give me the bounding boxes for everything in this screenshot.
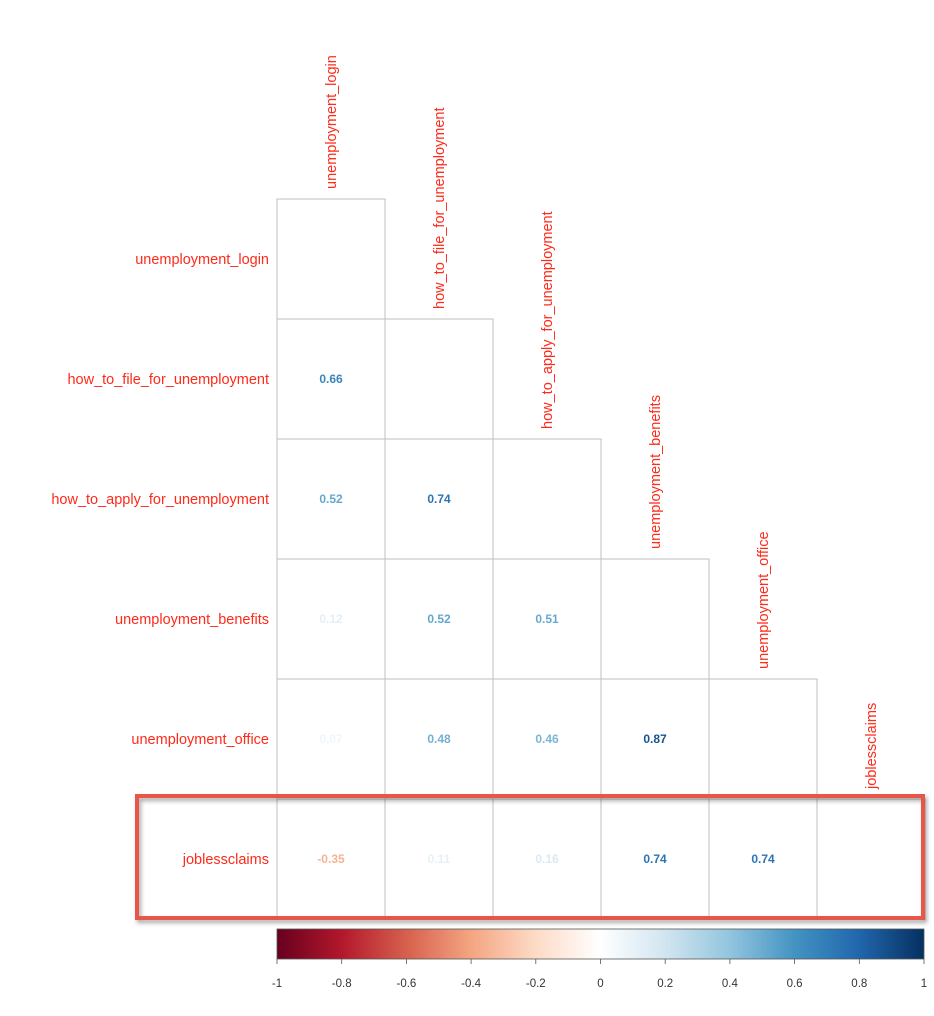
value-label: 0.74	[427, 492, 451, 506]
cell-unemployment-benefits-unemployment-benefits	[600, 558, 710, 680]
row-labels: unemployment_login how_to_file_for_unempl…	[51, 252, 269, 868]
color-bar-tick-label: 0.6	[787, 978, 803, 990]
matrix-grid	[276, 198, 926, 920]
value-label: 0.66	[319, 372, 343, 386]
cell-how-to-apply-for-unemployment-how-to-apply-for-unemployment	[492, 438, 602, 560]
highlight-box	[135, 794, 925, 920]
color-bar-tick-label: 0.2	[657, 978, 673, 990]
color-bar-tick-label: 0	[597, 978, 603, 990]
value-label: 0.51	[535, 612, 559, 626]
color-bar-tick-label: 1	[921, 978, 927, 990]
column-label-unemployment-login: unemployment_login	[324, 55, 340, 189]
value-label: 0.07	[319, 732, 343, 746]
cell-unemployment-office-unemployment-office	[708, 678, 818, 800]
color-bar	[276, 928, 925, 960]
value-label: 0.52	[427, 612, 451, 626]
color-bar-tick-label: -1	[272, 978, 282, 990]
column-label-joblessclaims: joblessclaims	[864, 703, 880, 790]
cell-joblessclaims-joblessclaims	[816, 798, 926, 920]
cell-unemployment-login-unemployment-login	[276, 198, 386, 320]
column-label-how-to-file-for-unemployment: how_to_file_for_unemployment	[432, 107, 448, 309]
column-labels: unemployment_login how_to_file_for_unempl…	[324, 55, 880, 790]
correlation-values: 0.66 0.52 0.74 0.12 0.52 0.51 0.07 0.48 0.46 0.87…	[317, 372, 775, 866]
value-label: 0.16	[535, 852, 559, 866]
color-bar-tick-label: -0.2	[526, 978, 546, 990]
column-label-unemployment-office: unemployment_office	[756, 531, 772, 669]
value-label: 0.74	[643, 852, 667, 866]
row-label-unemployment-login: unemployment_login	[135, 252, 269, 268]
value-label: 0.12	[319, 612, 343, 626]
value-label: 0.11	[428, 852, 451, 866]
value-label: -0.35	[317, 852, 345, 866]
color-bar-tick-label: -0.6	[396, 978, 416, 990]
value-label: 0.52	[319, 492, 343, 506]
color-bar-tick-label: 0.8	[851, 978, 867, 990]
color-scale-legend: -1 -0.8 -0.6 -0.4 -0.2 0 0.2 0.4 0.6 0.8 1	[272, 928, 927, 990]
color-bar-tick-label: 0.4	[722, 978, 739, 990]
color-bar-tick-label: -0.8	[332, 978, 352, 990]
row-label-how-to-apply-for-unemployment: how_to_apply_for_unemployment	[51, 492, 269, 508]
color-bar-tick-label: -0.4	[461, 978, 481, 990]
row-label-joblessclaims: joblessclaims	[182, 852, 269, 868]
value-label: 0.74	[751, 852, 775, 866]
value-label: 0.48	[427, 732, 451, 746]
row-label-how-to-file-for-unemployment: how_to_file_for_unemployment	[67, 372, 269, 388]
column-label-unemployment-benefits: unemployment_benefits	[648, 395, 664, 549]
column-label-how-to-apply-for-unemployment: how_to_apply_for_unemployment	[540, 211, 556, 429]
value-label: 0.46	[535, 732, 559, 746]
highlight-layer	[135, 794, 925, 920]
cell-how-to-file-for-unemployment-how-to-file-for-unemployment	[384, 318, 494, 440]
row-label-unemployment-benefits: unemployment_benefits	[115, 612, 269, 628]
row-label-unemployment-office: unemployment_office	[131, 732, 269, 748]
value-label: 0.87	[643, 732, 667, 746]
